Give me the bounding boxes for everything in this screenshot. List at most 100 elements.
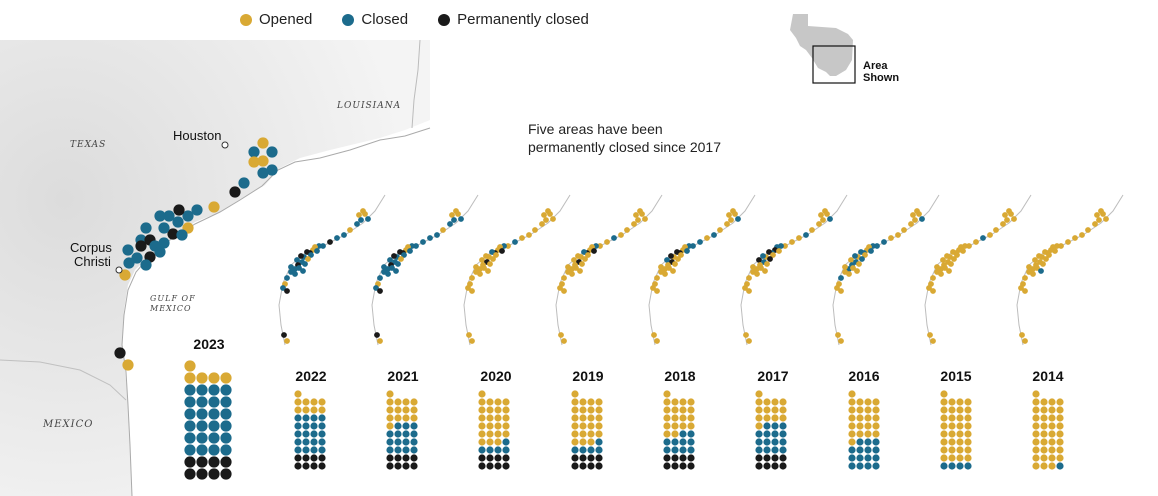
- map-site-dot: [163, 210, 175, 222]
- waffle-dot-opened: [872, 422, 880, 430]
- map-site-dot: [114, 347, 126, 359]
- waffle-dot-opened: [1048, 398, 1056, 406]
- mini-map-site-dot: [910, 212, 916, 218]
- waffle-dot-opened: [1040, 422, 1048, 430]
- mini-map: [278, 194, 386, 346]
- waffle-dot-opened: [410, 406, 418, 414]
- waffle-dot-closed: [763, 438, 771, 446]
- waffle-dot-opened: [864, 422, 872, 430]
- waffle-dot-opened: [587, 438, 595, 446]
- mini-map-site-dot: [742, 285, 748, 291]
- mini-map-site-dot: [374, 332, 380, 338]
- mini-map-site-dot: [912, 217, 918, 223]
- mini-map-site-dot: [1018, 285, 1024, 291]
- waffle-dot-opened: [478, 438, 486, 446]
- mini-map-site-dot: [354, 221, 360, 227]
- waffle-dot-opened: [848, 438, 856, 446]
- waffle-dot-opened: [1056, 406, 1064, 414]
- mini-map-site-dot: [434, 232, 440, 238]
- mini-map-site-dot: [526, 232, 532, 238]
- waffle-dot-opened: [486, 398, 494, 406]
- waffle-dot-permanently-closed: [208, 468, 220, 480]
- mini-map-site-dot: [1026, 264, 1032, 270]
- mini-map-site-dot: [575, 253, 581, 259]
- waffle-dot-opened: [956, 438, 964, 446]
- mini-map-site-dot: [954, 252, 960, 258]
- mini-map-site-dot: [750, 264, 756, 270]
- mini-map-site-dot: [565, 264, 571, 270]
- waffle-dot-closed: [302, 430, 310, 438]
- mini-map-site-dot: [770, 252, 776, 258]
- map-site-dot: [238, 177, 250, 189]
- mini-map-site-dot: [776, 248, 782, 254]
- waffle-dot-opened: [1056, 398, 1064, 406]
- mini-map-site-dot: [1022, 288, 1028, 294]
- waffle-dot-permanently-closed: [502, 462, 510, 470]
- waffle-dot-opened: [771, 398, 779, 406]
- mini-map-site-dot: [726, 212, 732, 218]
- mini-map-site-dot: [735, 216, 741, 222]
- waffle-dot-permanently-closed: [318, 454, 326, 462]
- mini-map-site-dot: [874, 243, 880, 249]
- mini-map-site-dot: [1034, 265, 1040, 271]
- waffle-dot-opened: [595, 398, 603, 406]
- waffle-dot-opened: [864, 414, 872, 422]
- mini-map-site-dot: [377, 275, 383, 281]
- waffle-dot-closed: [386, 430, 394, 438]
- mini-map-site-dot: [455, 211, 461, 217]
- waffle-chart: [478, 390, 510, 470]
- mini-map-site-dot: [940, 257, 946, 263]
- waffle-dot-closed: [184, 420, 196, 432]
- waffle-dot-opened: [755, 390, 763, 398]
- waffle-dot-opened: [310, 406, 318, 414]
- mini-map-site-dot: [1043, 256, 1049, 262]
- waffle-dot-closed: [763, 446, 771, 454]
- waffle-dot-closed: [779, 422, 787, 430]
- mini-map-site-dot: [420, 239, 426, 245]
- waffle-dot-permanently-closed: [386, 454, 394, 462]
- mini-map-site-dot: [859, 256, 865, 262]
- waffle-dot-opened: [864, 398, 872, 406]
- waffle-dot-closed: [779, 446, 787, 454]
- waffle-dot-opened: [318, 406, 326, 414]
- mini-map-site-dot: [662, 271, 668, 277]
- waffle-dot-closed: [208, 396, 220, 408]
- waffle-dot-permanently-closed: [310, 454, 318, 462]
- year-label-2014: 2014: [1032, 368, 1064, 384]
- waffle-dot-opened: [294, 390, 302, 398]
- waffle-dot-closed: [402, 438, 410, 446]
- waffle-dot-opened: [848, 422, 856, 430]
- city-label-christi: Christi: [74, 254, 111, 269]
- waffle-dot-permanently-closed: [502, 454, 510, 462]
- year-label-2017: 2017: [757, 368, 789, 384]
- mini-map-site-dot: [334, 235, 340, 241]
- mini-map-site-dot: [473, 264, 479, 270]
- waffle-dot-closed: [208, 408, 220, 420]
- waffle-dot-opened: [956, 454, 964, 462]
- waffle-dot-permanently-closed: [571, 462, 579, 470]
- mini-map-site-dot: [469, 288, 475, 294]
- mini-map-site-dot: [393, 268, 399, 274]
- mini-map-site-dot: [834, 285, 840, 291]
- waffle-dot-permanently-closed: [486, 454, 494, 462]
- waffle-dot-opened: [663, 414, 671, 422]
- mini-map-site-dot: [300, 268, 306, 274]
- waffle-dot-opened: [848, 414, 856, 422]
- waffle-dot-opened: [478, 430, 486, 438]
- waffle-dot-opened: [964, 454, 972, 462]
- waffle-dot-closed: [310, 414, 318, 422]
- land-mass: [0, 40, 430, 496]
- mini-map: [740, 194, 848, 346]
- mini-map-site-dot: [1094, 212, 1100, 218]
- waffle-dot-closed: [208, 420, 220, 432]
- waffle-dot-opened: [1048, 446, 1056, 454]
- waffle-dot-opened: [571, 430, 579, 438]
- waffle-dot-opened: [571, 390, 579, 398]
- waffle-dot-permanently-closed: [220, 456, 232, 468]
- waffle-dot-permanently-closed: [294, 462, 302, 470]
- waffle-dot-opened: [1032, 390, 1040, 398]
- mini-map-site-dot: [642, 216, 648, 222]
- mini-map-site-dot: [604, 239, 610, 245]
- waffle-dot-opened: [948, 438, 956, 446]
- mini-map-site-dot: [1040, 261, 1046, 267]
